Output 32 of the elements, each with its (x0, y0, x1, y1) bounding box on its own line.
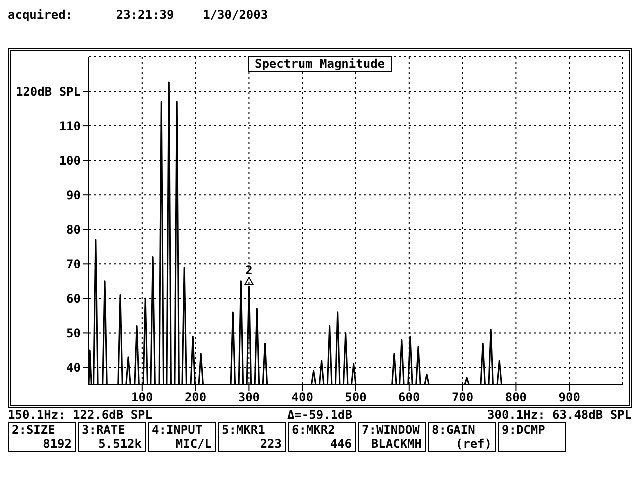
y-tick-label: 110 (59, 119, 81, 134)
text: 9:DCMP (502, 423, 546, 437)
text: acquired: 23:21:39 1/30/2003 (8, 8, 270, 24)
text: 8:GAIN (ref) (432, 423, 492, 451)
chart-title: Spectrum Magnitude (248, 56, 392, 72)
y-tick-label: 40 (66, 360, 81, 375)
text: 2:SIZE 8192 (12, 423, 72, 451)
x-tick-label: 400 (292, 390, 314, 405)
annotation: 2 (246, 264, 253, 278)
text: Δ=-59.1dB (287, 408, 353, 422)
y-tick-label: 70 (66, 257, 81, 272)
text: 5:MKR1 223 (222, 423, 282, 451)
text: 7:WINDOW BLACKMH (362, 423, 422, 451)
x-tick-label: 900 (558, 390, 580, 405)
text: 3:RATE 5.512k (82, 423, 142, 451)
x-tick-label: 200 (184, 390, 207, 405)
y-tick-label: 80 (66, 222, 81, 237)
text: 300.1Hz: 63.48dB SPL (488, 408, 632, 422)
x-tick-label: 300 (238, 390, 260, 405)
text: 6:MKR2 446 (292, 423, 352, 451)
x-tick-label: 800 (505, 390, 528, 405)
x-tick-label: 500 (345, 390, 367, 405)
text: 4:INPUT MIC/L (152, 423, 212, 451)
y-tick-label: 90 (66, 188, 81, 202)
y-tick-label: 60 (66, 292, 81, 306)
text: 150.1Hz: 122.6dB SPL (8, 408, 152, 422)
x-tick-label: 100 (132, 390, 154, 405)
y-tick-label: 120dB SPL (16, 84, 81, 99)
x-tick-label: 600 (398, 390, 420, 405)
y-tick-label: 50 (66, 326, 81, 340)
y-tick-label: 100 (59, 154, 81, 168)
x-tick-label: 700 (452, 390, 474, 405)
